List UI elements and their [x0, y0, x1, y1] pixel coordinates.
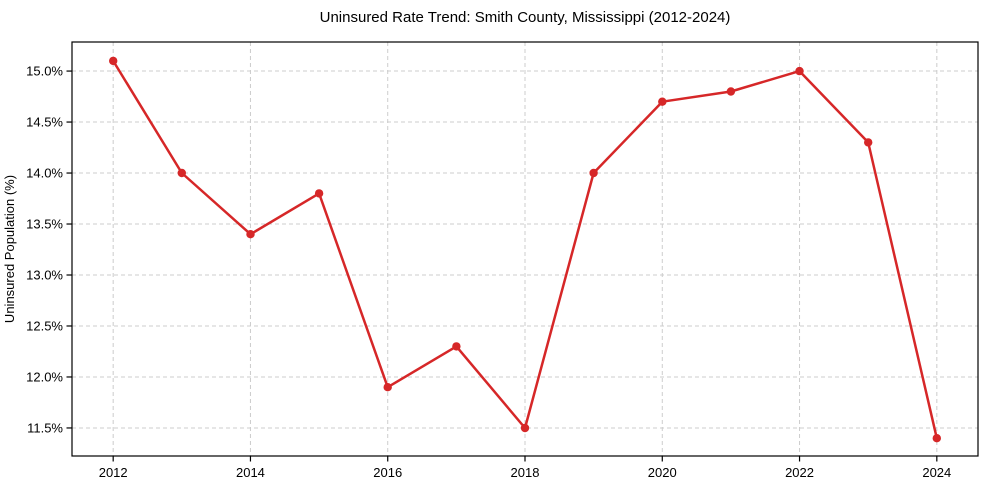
y-tick-label: 14.0% [26, 166, 63, 181]
data-point [383, 383, 392, 392]
y-tick-label: 11.5% [27, 420, 63, 435]
x-tick-label: 2016 [373, 465, 402, 480]
data-point [795, 66, 804, 76]
data-point [246, 230, 255, 239]
data-point [177, 168, 186, 178]
x-tick-label: 2018 [511, 465, 540, 480]
data-series-layer [109, 56, 941, 443]
data-point [520, 423, 530, 433]
y-axis-label: Uninsured Population (%) [2, 175, 17, 323]
x-tick-label: 2020 [648, 465, 677, 480]
y-tick-label: 12.0% [26, 369, 63, 384]
data-point [932, 434, 941, 443]
data-point [452, 342, 461, 351]
data-point [658, 97, 667, 106]
x-tick-label: 2014 [236, 465, 265, 480]
y-tick-label: 13.5% [26, 217, 63, 232]
x-tick-label: 2012 [99, 465, 128, 480]
data-point [314, 189, 324, 198]
y-tick-label: 12.5% [26, 318, 63, 333]
grid-layer [72, 42, 978, 456]
tick-layer: 11.5% 12.0% 12.5% 13.0% 13.5% 14.0% 14.5% 15.0%… [26, 64, 951, 480]
chart-title: Uninsured Rate Trend: Smith County, Miss… [320, 9, 731, 26]
y-tick-label: 13.0% [26, 268, 63, 283]
data-point [589, 168, 598, 178]
data-point [864, 138, 873, 147]
y-tick-label: 14.5% [26, 115, 63, 130]
x-tick-label: 2022 [785, 465, 814, 480]
data-point [109, 56, 118, 66]
x-tick-label: 2024 [922, 465, 951, 480]
data-point [726, 87, 736, 96]
y-tick-label: 15.0% [26, 64, 63, 79]
